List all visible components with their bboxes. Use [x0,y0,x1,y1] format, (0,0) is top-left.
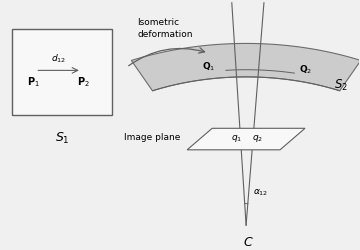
Text: $S_2$: $S_2$ [334,77,348,92]
Text: $\mathbf{Q}_2$: $\mathbf{Q}_2$ [299,63,312,76]
Text: $q_1$: $q_1$ [231,132,242,143]
FancyBboxPatch shape [12,30,112,116]
Text: $d_{12}$: $d_{12}$ [51,53,66,65]
Text: Image plane: Image plane [123,133,180,141]
Text: $\mathbf{P}_2$: $\mathbf{P}_2$ [77,75,90,88]
Text: $\mathbf{P}_1$: $\mathbf{P}_1$ [27,75,40,88]
Text: $q_2$: $q_2$ [252,132,263,143]
Text: deformation: deformation [137,30,193,39]
Text: $S_1$: $S_1$ [55,130,69,145]
Text: Isometric: Isometric [137,18,179,27]
Text: $C$: $C$ [243,235,253,248]
Polygon shape [187,129,305,150]
Text: $\alpha_{12}$: $\alpha_{12}$ [253,187,269,198]
Text: $\mathbf{Q}_1$: $\mathbf{Q}_1$ [202,60,216,72]
Polygon shape [131,44,360,92]
